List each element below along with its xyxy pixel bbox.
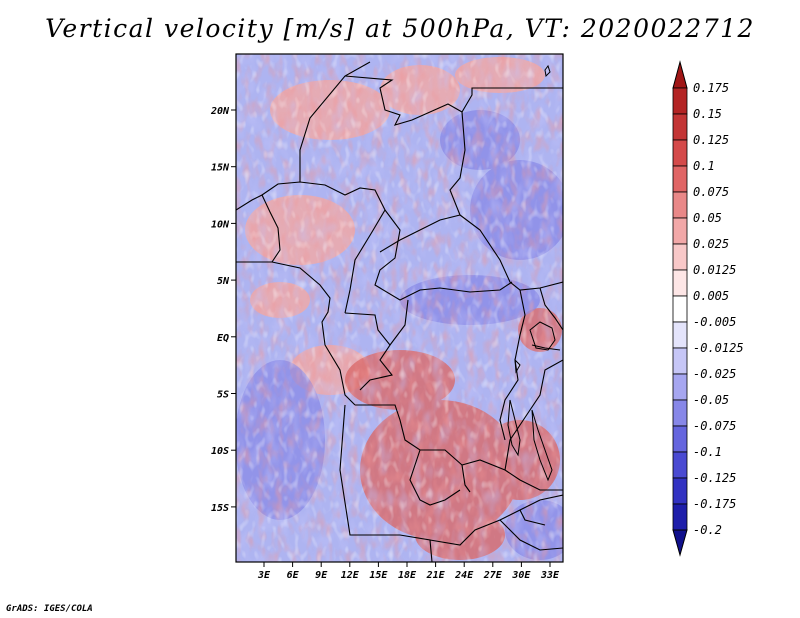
colorbar-segment xyxy=(672,321,688,349)
colorbar-label: 0.175 xyxy=(693,81,729,95)
colorbar: 0.175 0.15 0.125 0.1 0.075 0.05 0.025 0.0125 0.0… xyxy=(672,60,744,557)
grads-credit: GrADS: IGES/COLA xyxy=(6,604,93,614)
colorbar-segment xyxy=(672,191,688,219)
lat-label: EQ xyxy=(217,333,229,344)
colorbar-segment xyxy=(672,217,688,245)
lakes xyxy=(507,64,556,482)
latitude-axis: 20N 15N 10N 5N EQ 5S 10S 15S xyxy=(210,106,236,514)
chart-title: Vertical velocity [m/s] at 500hPa, VT: 2… xyxy=(45,14,755,43)
lat-label: 10N xyxy=(211,219,230,230)
lat-label: 15N xyxy=(211,163,230,174)
colorbar-segment xyxy=(672,347,688,375)
lon-label: 6E xyxy=(287,570,300,581)
colorbar-label: 0.005 xyxy=(693,289,729,303)
colorbar-segment xyxy=(672,243,688,271)
colorbar-segment xyxy=(672,399,688,427)
lon-label: 3E xyxy=(257,570,271,581)
lon-label: 9E xyxy=(315,570,328,581)
velocity-field xyxy=(236,54,563,562)
colorbar-label: 0.1 xyxy=(693,159,715,173)
colorbar-label: 0.025 xyxy=(693,237,729,251)
colorbar-bottom-triangle xyxy=(672,529,688,557)
country-borders xyxy=(236,61,563,562)
colorbar-segment xyxy=(672,425,688,453)
lat-label: 5S xyxy=(217,390,229,401)
lon-label: 15E xyxy=(369,570,388,581)
colorbar-segment xyxy=(672,373,688,401)
colorbar-segment xyxy=(672,165,688,193)
lon-label: 24E xyxy=(454,570,474,581)
colorbar-top-triangle xyxy=(672,60,688,89)
field-texture-white xyxy=(236,54,563,562)
colorbar-label: -0.005 xyxy=(693,315,736,329)
colorbar-segment xyxy=(672,113,688,141)
colorbar-segment xyxy=(672,295,688,323)
colorbar-segment xyxy=(672,269,688,297)
colorbar-label: -0.025 xyxy=(693,367,736,381)
colorbar-label: -0.1 xyxy=(693,445,722,459)
colorbar-segment xyxy=(672,477,688,505)
lat-label: 20N xyxy=(210,106,230,117)
colorbar-label: 0.125 xyxy=(693,133,729,147)
colorbar-label: 0.075 xyxy=(693,185,729,199)
lon-label: 18E xyxy=(398,570,417,581)
colorbar-label: -0.125 xyxy=(693,471,736,485)
lat-label: 5N xyxy=(217,276,230,287)
lon-label: 27E xyxy=(483,570,503,581)
colorbar-label: 0.0125 xyxy=(693,263,736,277)
colorbar-label: -0.05 xyxy=(693,393,729,407)
colorbar-segment xyxy=(672,139,688,167)
colorbar-label: -0.175 xyxy=(693,497,736,511)
lon-label: 33E xyxy=(540,570,560,581)
colorbar-label: 0.05 xyxy=(693,211,722,225)
lon-label: 30E xyxy=(511,570,531,581)
lat-label: 10S xyxy=(211,446,229,457)
map-frame xyxy=(235,53,564,563)
colorbar-segment xyxy=(672,503,688,531)
lon-label: 21E xyxy=(426,570,446,581)
lon-label: 12E xyxy=(341,570,360,581)
lat-label: 15S xyxy=(211,503,229,514)
colorbar-segment xyxy=(672,87,688,115)
colorbar-segment xyxy=(672,451,688,479)
colorbar-label: -0.0125 xyxy=(693,341,744,355)
colorbar-label: -0.2 xyxy=(693,523,722,537)
longitude-axis: 3E 6E 9E 12E 15E 18E 21E 24E 27E 30E 33E xyxy=(257,562,560,581)
colorbar-label: -0.075 xyxy=(693,419,736,433)
colorbar-label: 0.15 xyxy=(693,107,722,121)
